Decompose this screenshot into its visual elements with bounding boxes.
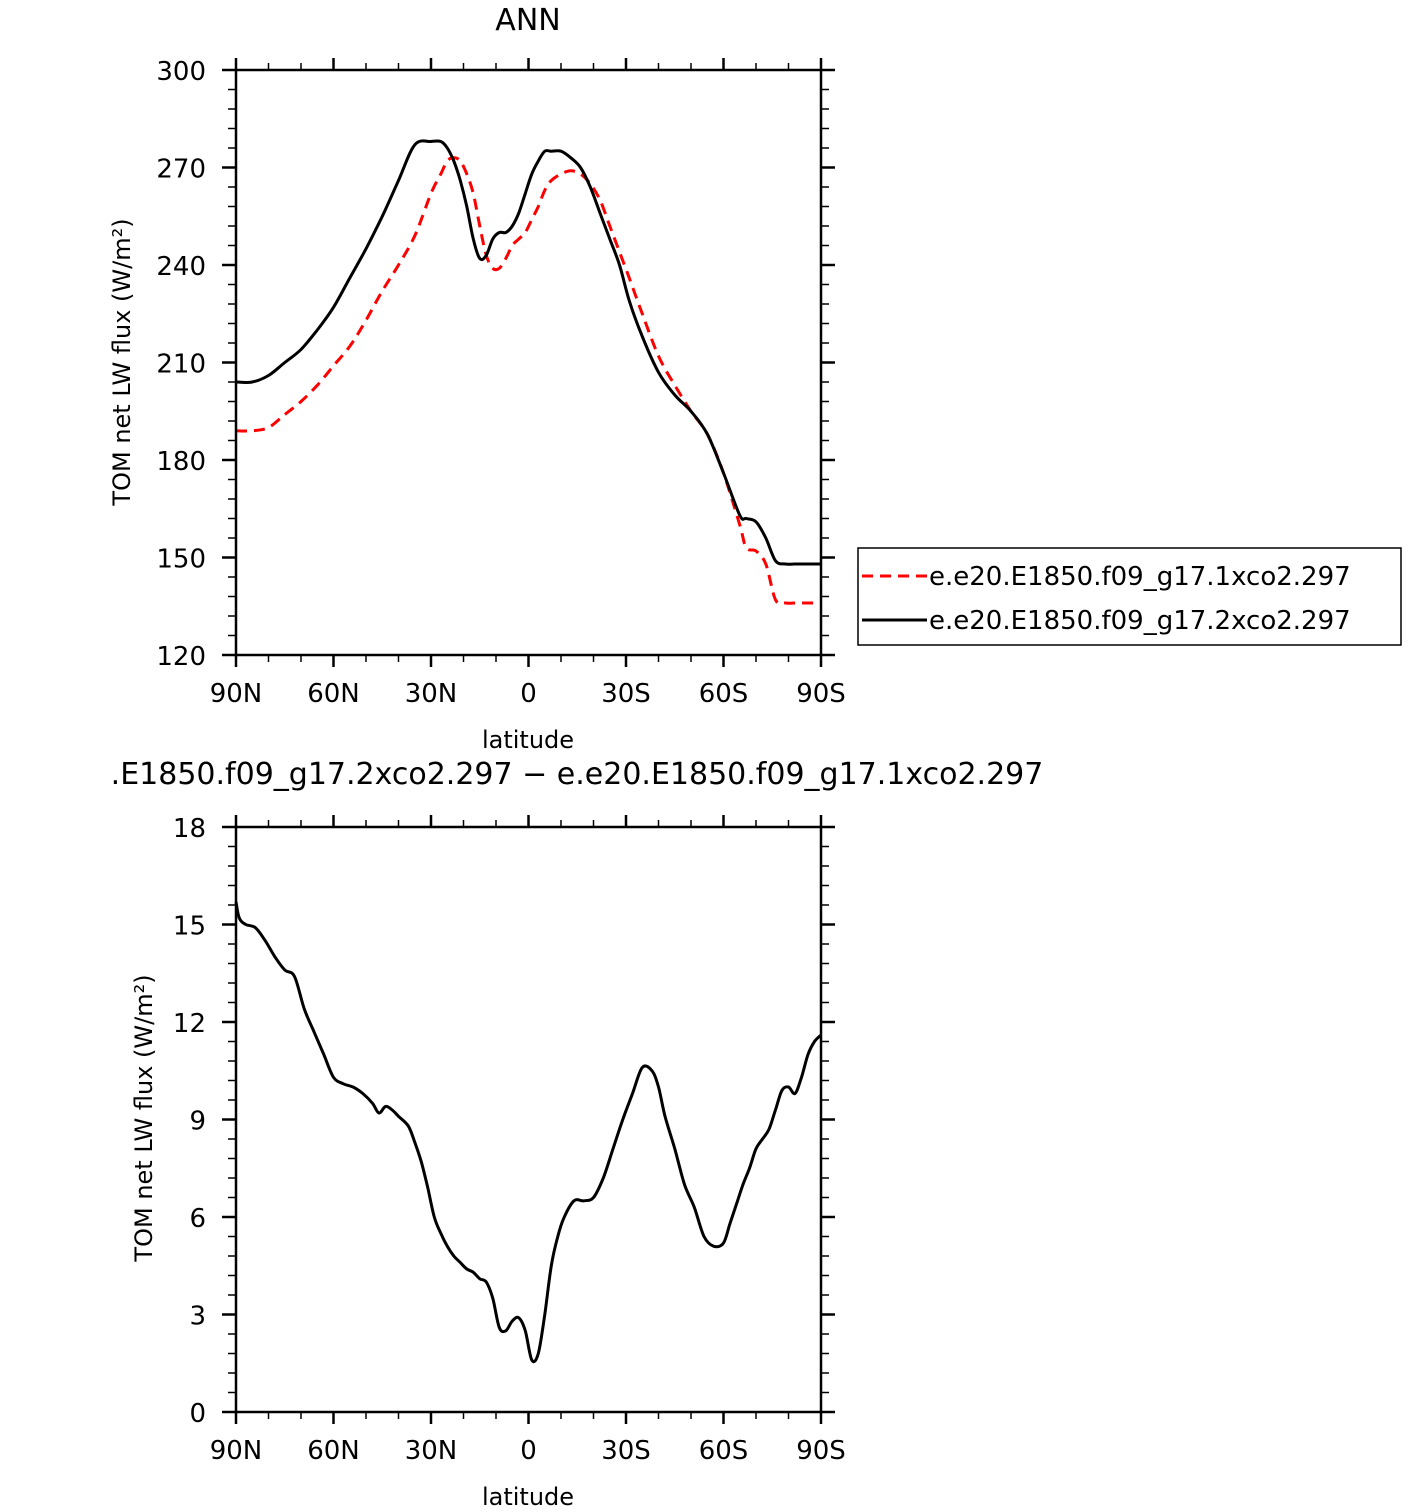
top-y-tick-label: 120 — [156, 642, 206, 672]
bottom-panel: .E1850.f09_g17.2xco2.297 − e.e20.E1850.f… — [111, 757, 1044, 1511]
bottom-plot-area: 90N 60N 30N 0 30S 60S 90S 0 3 6 9 12 15 18 — [173, 814, 846, 1466]
top-series-line-1 — [235, 156, 821, 606]
top-x-tick-label: 90S — [796, 679, 846, 709]
bottom-x-tick-label: 30N — [405, 1436, 458, 1466]
bottom-y-tick-label: 6 — [189, 1204, 206, 1234]
top-y-tick-label: 210 — [156, 350, 206, 380]
top-y-tick-label: 180 — [156, 447, 206, 477]
bottom-chart-title: .E1850.f09_g17.2xco2.297 − e.e20.E1850.f… — [111, 757, 1044, 792]
bottom-y-tick-label: 0 — [189, 1399, 206, 1429]
top-y-tick-label: 300 — [156, 57, 206, 87]
bottom-x-tick-label: 60S — [699, 1436, 749, 1466]
top-x-tick-label: 60S — [699, 679, 749, 709]
bottom-x-axis-label: latitude — [482, 1483, 574, 1511]
top-series-line-2 — [235, 139, 821, 566]
top-x-tick-label: 30S — [601, 679, 651, 709]
bottom-series-line-1 — [234, 901, 823, 1364]
top-chart-title: ANN — [495, 3, 560, 38]
legend-label-series-2: e.e20.E1850.f09_g17.2xco2.297 — [929, 606, 1351, 636]
bottom-x-tick-label: 0 — [520, 1436, 537, 1466]
bottom-y-tick-label: 9 — [189, 1107, 206, 1137]
top-y-tick-label: 270 — [156, 155, 206, 185]
bottom-x-tick-label: 30S — [601, 1436, 651, 1466]
bottom-plot-frame — [234, 825, 823, 1414]
top-y-tick-label: 150 — [156, 545, 206, 575]
top-x-tick-label: 60N — [307, 679, 360, 709]
bottom-x-tick-label: 60N — [307, 1436, 360, 1466]
top-x-tick-label: 30N — [405, 679, 458, 709]
bottom-y-tick-label: 12 — [173, 1009, 206, 1039]
bottom-x-tick-label: 90N — [210, 1436, 263, 1466]
top-x-tick-label: 90N — [210, 679, 263, 709]
top-y-axis-label: TOM net LW flux (W/m²) — [108, 218, 136, 506]
top-plot-frame — [234, 68, 823, 657]
top-x-axis-label: latitude — [482, 726, 574, 754]
top-x-tick-label: 0 — [520, 679, 537, 709]
bottom-y-tick-label: 3 — [189, 1302, 206, 1332]
legend-label-series-1: e.e20.E1850.f09_g17.1xco2.297 — [929, 562, 1351, 592]
top-panel: ANN 90N 60N 30N 0 30S 60S 90S 120 150 180 210 240 27… — [108, 3, 1402, 754]
bottom-y-tick-label: 15 — [173, 912, 206, 942]
top-y-tick-label: 240 — [156, 252, 206, 282]
top-plot-area: 90N 60N 30N 0 30S 60S 90S 120 150 180 210 240 270 300 — [156, 57, 845, 709]
bottom-y-axis-label: TOM net LW flux (W/m²) — [130, 974, 158, 1262]
legend: e.e20.E1850.f09_g17.1xco2.297 e.e20.E185… — [857, 547, 1402, 646]
legend-box — [857, 547, 1402, 646]
bottom-y-tick-label: 18 — [173, 814, 206, 844]
bottom-x-tick-label: 90S — [796, 1436, 846, 1466]
